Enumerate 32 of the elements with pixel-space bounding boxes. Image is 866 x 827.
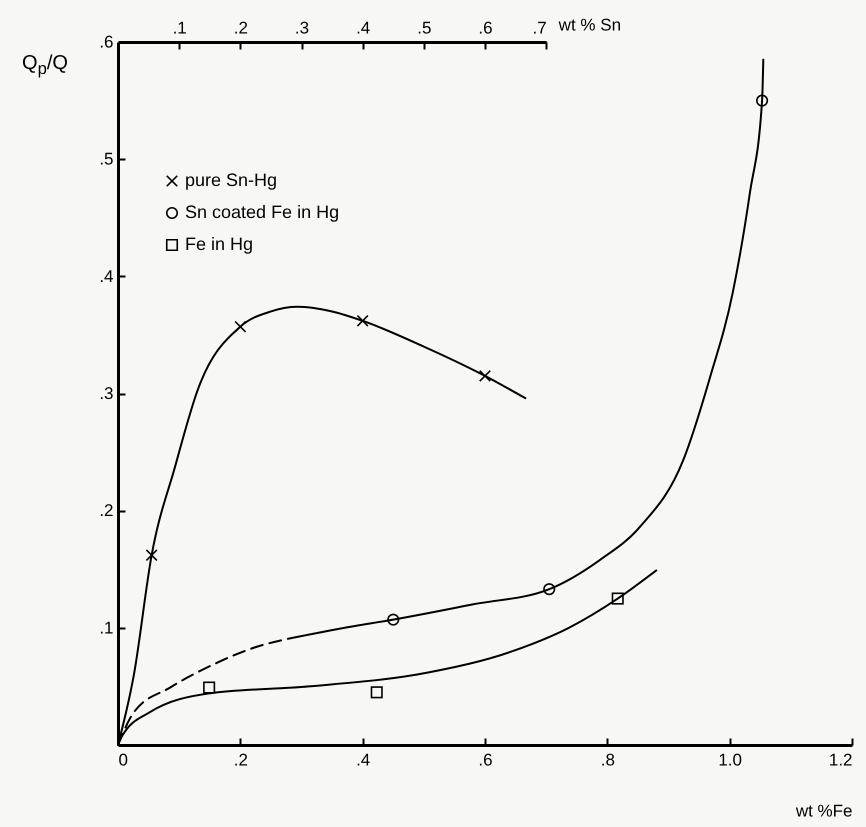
x2-axis-title: wt % Sn — [558, 16, 622, 34]
y-tick-label: .1 — [99, 618, 114, 638]
y-axis-title: Q$_{p}$/Q — [22, 52, 68, 79]
point — [203, 682, 216, 694]
point — [370, 686, 383, 698]
y-tick-label: .3 — [99, 384, 114, 403]
y-tick-label: .6 — [99, 32, 114, 52]
x2-tick-label: .5 — [417, 18, 432, 38]
y-tick-label: .2 — [99, 501, 114, 520]
x-tick-label: .2 — [234, 750, 248, 770]
x-tick-label: 1.0 — [718, 750, 742, 770]
point — [387, 614, 400, 626]
x-axis-title: wt %Fe — [794, 802, 852, 820]
x-tick-label: .4 — [356, 750, 370, 770]
x2-tick-label: .3 — [294, 18, 310, 38]
point — [543, 583, 556, 596]
y-tick-label: .4 — [99, 266, 114, 286]
legend-label: pure Sn-Hg — [185, 170, 278, 190]
point — [756, 94, 768, 107]
x2-tick-label: .2 — [234, 18, 248, 38]
x2-tick-label: .1 — [172, 18, 187, 38]
y-tick-label: .5 — [99, 150, 114, 169]
x2-tick-label: .4 — [356, 18, 370, 38]
point — [612, 592, 624, 605]
x-tick-label: 0 — [118, 750, 128, 770]
legend-label: Fe in Hg — [185, 234, 254, 254]
x2-tick-label: .6 — [478, 18, 493, 38]
x-tick-label: .8 — [600, 750, 615, 770]
x-tick-label: 1.2 — [828, 750, 852, 770]
legend-label: Sn coated Fe in Hg — [185, 202, 340, 222]
x-tick-label: .6 — [478, 750, 493, 770]
x2-tick-label: .7 — [532, 18, 547, 38]
